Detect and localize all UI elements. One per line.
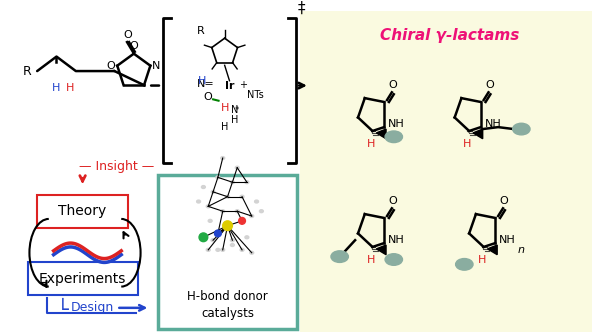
Ellipse shape (211, 239, 215, 242)
Polygon shape (473, 129, 483, 139)
Text: NH: NH (485, 119, 501, 129)
Ellipse shape (216, 176, 220, 179)
Text: O: O (485, 80, 494, 90)
Ellipse shape (231, 239, 234, 242)
Text: H: H (220, 103, 229, 113)
Text: H: H (198, 76, 206, 86)
Text: H: H (52, 83, 61, 93)
Text: ‡: ‡ (298, 1, 306, 16)
Polygon shape (376, 245, 386, 255)
Text: H: H (66, 83, 74, 93)
Ellipse shape (513, 123, 530, 135)
Text: H: H (221, 122, 228, 132)
Ellipse shape (385, 254, 403, 265)
Ellipse shape (456, 259, 473, 270)
Text: Experiments: Experiments (39, 272, 126, 286)
Ellipse shape (240, 195, 244, 198)
Ellipse shape (221, 157, 225, 159)
Ellipse shape (206, 205, 210, 208)
Text: Theory: Theory (58, 204, 107, 218)
Text: H: H (231, 115, 238, 124)
Ellipse shape (238, 217, 246, 224)
Text: └: └ (57, 301, 69, 320)
Ellipse shape (221, 248, 225, 251)
Text: NH: NH (388, 235, 405, 245)
Polygon shape (488, 245, 497, 255)
Text: H-bond donor
catalysts: H-bond donor catalysts (187, 290, 268, 320)
Text: NTs: NTs (247, 90, 264, 100)
Text: H: H (367, 139, 375, 149)
Text: Design: Design (70, 301, 114, 314)
Text: NH: NH (388, 119, 405, 129)
FancyBboxPatch shape (37, 195, 128, 228)
Ellipse shape (235, 166, 239, 169)
Ellipse shape (206, 248, 210, 251)
Text: O: O (204, 92, 213, 102)
Text: R: R (197, 26, 204, 36)
Text: O: O (388, 80, 397, 90)
Text: Ir: Ir (225, 81, 234, 91)
Ellipse shape (216, 248, 220, 251)
Text: O: O (129, 41, 138, 51)
Text: Chiral γ-lactams: Chiral γ-lactams (380, 28, 520, 42)
Ellipse shape (255, 200, 258, 203)
Ellipse shape (197, 200, 200, 203)
Ellipse shape (211, 191, 215, 193)
FancyBboxPatch shape (28, 262, 138, 295)
FancyBboxPatch shape (300, 11, 592, 332)
Ellipse shape (245, 236, 249, 239)
Text: O: O (500, 196, 508, 207)
Text: H: H (477, 255, 486, 265)
Ellipse shape (240, 248, 244, 251)
Ellipse shape (231, 181, 234, 184)
Text: O: O (107, 61, 116, 71)
Ellipse shape (221, 210, 225, 213)
Text: N=: N= (197, 79, 215, 89)
FancyBboxPatch shape (158, 175, 297, 329)
Ellipse shape (202, 186, 205, 189)
Text: n: n (518, 245, 524, 255)
Text: O: O (123, 30, 132, 40)
Ellipse shape (259, 210, 263, 213)
Ellipse shape (235, 210, 239, 213)
Text: O: O (388, 196, 397, 207)
Text: R: R (23, 64, 31, 78)
Ellipse shape (223, 221, 232, 230)
Text: H: H (367, 255, 375, 265)
Text: NH: NH (499, 235, 516, 245)
Text: N: N (152, 61, 161, 71)
Ellipse shape (331, 251, 349, 262)
Polygon shape (376, 129, 386, 139)
Ellipse shape (231, 244, 234, 246)
Ellipse shape (226, 195, 229, 198)
Ellipse shape (199, 233, 208, 242)
Ellipse shape (250, 251, 253, 254)
Text: *: * (234, 106, 238, 115)
Ellipse shape (208, 219, 212, 222)
Text: H: H (463, 139, 471, 149)
Text: — Insight —: — Insight — (79, 160, 154, 173)
Ellipse shape (250, 214, 253, 217)
Ellipse shape (214, 230, 222, 237)
Text: N: N (231, 105, 238, 115)
Text: +: + (239, 80, 247, 90)
Ellipse shape (385, 131, 403, 142)
Ellipse shape (245, 181, 249, 184)
